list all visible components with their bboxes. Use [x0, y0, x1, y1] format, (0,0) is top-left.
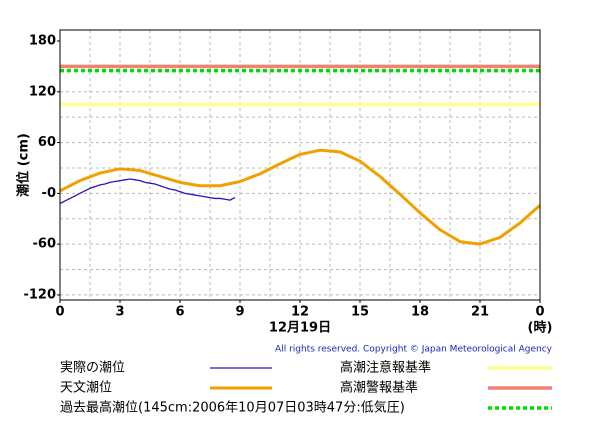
- y-tick-label: -0: [42, 186, 56, 201]
- legend-label: 過去最高潮位(145cm:2006年10月07日03時47分:低気圧): [60, 400, 405, 416]
- series-line: [59, 178, 236, 205]
- y-tick-label: 60: [38, 135, 56, 150]
- legend-label: 実際の潮位: [60, 360, 125, 376]
- y-tick-label: -120: [23, 287, 56, 302]
- x-tick-label: 6: [175, 305, 184, 320]
- y-tick-label: 180: [29, 34, 56, 49]
- x-tick-label: 0: [55, 305, 64, 320]
- legend-label: 高潮注意報基準: [340, 360, 431, 376]
- copyright: All rights reserved. Copyright © Japan M…: [275, 345, 553, 355]
- x-tick-label: 15: [351, 305, 369, 320]
- x-tick-label: 3: [115, 305, 124, 320]
- plot-frame: [59, 29, 541, 301]
- y-tick-label: 120: [29, 84, 56, 99]
- x-axis-label: 12月19日: [269, 321, 331, 336]
- x-tick-label: 18: [411, 305, 429, 320]
- y-tick-label: -60: [33, 237, 57, 252]
- x-unit: (時): [528, 320, 553, 336]
- legend-label: 天文潮位: [60, 381, 112, 396]
- series-line: [59, 148, 541, 246]
- x-tick-label: 12: [291, 305, 309, 320]
- x-tick-label: 9: [235, 305, 244, 320]
- x-tick-label: 21: [471, 305, 489, 320]
- y-axis-label: 潮位 (cm): [16, 133, 32, 197]
- x-tick-label: 0: [535, 305, 544, 320]
- legend-label: 高潮警報基準: [340, 380, 418, 396]
